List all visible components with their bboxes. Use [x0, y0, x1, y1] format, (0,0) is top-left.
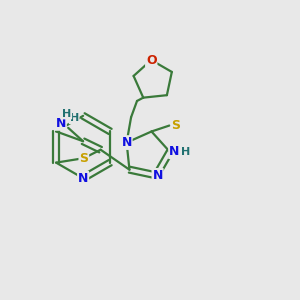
Text: H: H	[182, 147, 191, 157]
Text: S: S	[171, 119, 180, 132]
Text: N: N	[78, 172, 88, 185]
Text: S: S	[79, 152, 88, 165]
Text: N: N	[169, 145, 179, 158]
Text: H: H	[70, 113, 79, 123]
Text: O: O	[146, 54, 157, 67]
Text: N: N	[122, 136, 132, 149]
Text: N: N	[152, 169, 163, 182]
Text: N: N	[56, 117, 66, 130]
Text: H: H	[62, 109, 71, 118]
